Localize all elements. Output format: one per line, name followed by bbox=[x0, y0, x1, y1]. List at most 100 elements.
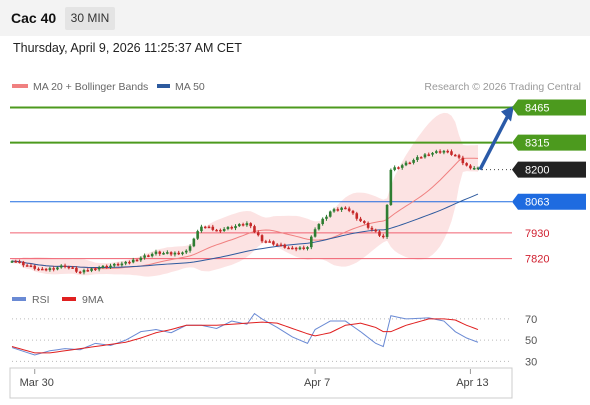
x-tick-label: Apr 7 bbox=[304, 377, 330, 389]
candle-body bbox=[116, 263, 120, 266]
candle-body bbox=[393, 167, 396, 170]
candle-body bbox=[431, 152, 434, 155]
candle-body bbox=[366, 222, 370, 228]
candle-body bbox=[150, 253, 154, 257]
candle-body bbox=[359, 218, 362, 222]
x-tick-label: Mar 30 bbox=[20, 377, 54, 389]
candle-body bbox=[438, 151, 442, 153]
candle-body bbox=[22, 261, 25, 266]
candle-body bbox=[450, 151, 453, 155]
candle-body bbox=[412, 159, 415, 163]
candle-body bbox=[272, 241, 275, 245]
rsi-tick-label: 50 bbox=[525, 335, 537, 347]
level-tag-bg-8200 bbox=[512, 161, 586, 178]
level-tag-7930: 7930 bbox=[525, 228, 549, 240]
chart-credit: Research © 2026 Trading Central bbox=[424, 81, 581, 93]
candle-body bbox=[196, 231, 199, 239]
candle-body bbox=[86, 270, 90, 272]
candle-body bbox=[143, 255, 146, 258]
level-tag-8063: 8063 bbox=[525, 197, 549, 209]
candle-body bbox=[169, 252, 173, 255]
candle-body bbox=[63, 265, 67, 268]
candle-body bbox=[230, 227, 234, 229]
candle-body bbox=[253, 226, 256, 233]
candle-body bbox=[457, 155, 461, 158]
chart-datetime: Thursday, April 9, 2026 11:25:37 AM CET bbox=[13, 41, 242, 55]
candle-body bbox=[200, 226, 203, 232]
rsi-series-9ma bbox=[11, 318, 479, 354]
ma50-line bbox=[11, 193, 479, 269]
candle-body bbox=[435, 151, 438, 153]
candle-body bbox=[226, 227, 230, 230]
level-tag-8200: 8200 bbox=[525, 165, 549, 177]
candle-body bbox=[283, 244, 287, 248]
legend-swatch-ma20 bbox=[12, 84, 28, 88]
candle-body bbox=[245, 223, 249, 226]
candle-body bbox=[465, 163, 468, 166]
chart-area: MA 20 + Bollinger Bands MA 50 Research © 2… bbox=[0, 62, 590, 400]
candle-body bbox=[211, 226, 215, 230]
candle-body bbox=[192, 238, 196, 247]
candle-body bbox=[404, 162, 408, 166]
candle-body bbox=[241, 224, 245, 226]
candle-body bbox=[44, 268, 48, 271]
candle-body bbox=[222, 229, 226, 232]
x-axis-box bbox=[9, 367, 513, 399]
candle-body bbox=[154, 251, 158, 254]
candle-body bbox=[101, 265, 105, 268]
candle-body bbox=[219, 229, 222, 232]
candle-body bbox=[18, 261, 21, 264]
candle-body bbox=[238, 224, 241, 227]
candle-body bbox=[112, 263, 116, 266]
candle-body bbox=[279, 244, 283, 247]
candle-body bbox=[147, 255, 150, 257]
candle-body bbox=[166, 252, 169, 254]
candle-body bbox=[385, 204, 389, 237]
candle-body bbox=[461, 157, 465, 164]
candle-body bbox=[291, 247, 294, 250]
candle-body bbox=[52, 268, 55, 270]
candle-body bbox=[313, 229, 317, 237]
candle-body bbox=[416, 157, 419, 160]
level-tag-7820: 7820 bbox=[525, 254, 549, 266]
rsi-series-rsi bbox=[11, 312, 479, 356]
candle-body bbox=[294, 247, 298, 250]
candle-body bbox=[139, 257, 143, 261]
candle-body bbox=[184, 250, 188, 253]
candle-body bbox=[162, 253, 165, 255]
level-tag-bg-8465 bbox=[512, 99, 586, 116]
candle-body bbox=[29, 265, 33, 268]
candle-body bbox=[90, 268, 93, 271]
candle-body bbox=[427, 154, 431, 156]
candle-body bbox=[173, 252, 177, 255]
candle-body bbox=[33, 265, 37, 269]
candle-body bbox=[476, 167, 480, 170]
legend-swatch-9ma bbox=[62, 297, 76, 301]
candle-body bbox=[48, 268, 52, 271]
legend-label-9ma: 9MA bbox=[82, 294, 104, 306]
candle-body bbox=[325, 216, 328, 219]
price-chart-svg: MA 20 + Bollinger Bands MA 50 Research © 2… bbox=[9, 81, 586, 399]
candle-body bbox=[260, 235, 264, 242]
candle-body bbox=[158, 251, 162, 254]
candle-body bbox=[453, 154, 457, 157]
candle-body bbox=[249, 223, 252, 227]
candle-body bbox=[109, 265, 112, 268]
level-tag-8465: 8465 bbox=[525, 103, 549, 115]
level-tag-bg-8063 bbox=[512, 193, 586, 210]
candle-body bbox=[374, 229, 378, 232]
candle-body bbox=[75, 267, 78, 272]
candle-body bbox=[14, 261, 18, 263]
candle-body bbox=[381, 235, 385, 238]
candle-body bbox=[131, 259, 135, 263]
candle-body bbox=[306, 247, 309, 249]
candle-body bbox=[328, 211, 332, 217]
timeframe-button[interactable]: 30 MIN bbox=[65, 7, 115, 30]
candle-body bbox=[302, 247, 306, 249]
candle-body bbox=[264, 241, 268, 243]
candle-body bbox=[355, 213, 359, 219]
candle-body bbox=[207, 226, 211, 229]
candle-body bbox=[256, 232, 260, 236]
candle-body bbox=[215, 229, 218, 232]
candle-body bbox=[472, 167, 476, 170]
